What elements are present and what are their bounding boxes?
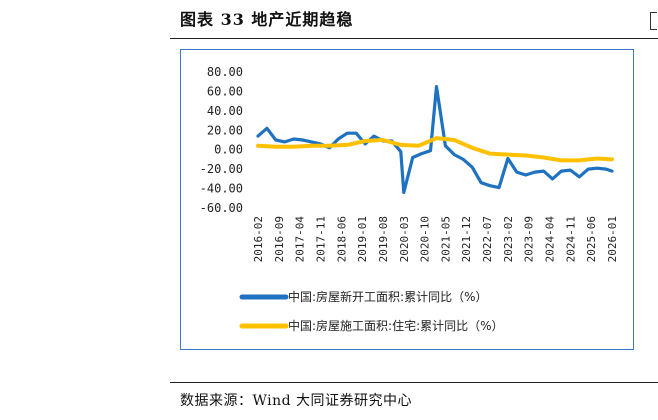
chart-title: 图表 33 地产近期趋稳 (180, 10, 354, 29)
x-tick-label: 2023-02 (502, 216, 515, 262)
data-source: 数据来源：Wind 大同证券研究中心 (180, 393, 413, 409)
x-tick-label: 2017-04 (294, 216, 307, 263)
x-tick-label: 2016-09 (273, 216, 286, 262)
y-tick-label: -20.00 (200, 162, 243, 176)
y-tick-label: 40.00 (207, 104, 243, 118)
y-tick-label: 20.00 (207, 123, 243, 137)
x-tick-label: 2019-01 (356, 216, 369, 262)
x-tick-label: 2018-06 (335, 216, 348, 262)
x-axis: 2016-02 2016-09 2017-04 2017-11 2018-06 2019-… (252, 216, 619, 263)
series-construction-line (256, 136, 614, 163)
bottom-rule (170, 382, 658, 383)
x-tick-label: 2022-07 (481, 216, 494, 262)
series-new-starts-line (256, 84, 614, 195)
x-tick-label: 2016-02 (252, 216, 265, 262)
page-edge-mark (650, 12, 657, 30)
x-tick-label: 2024-04 (544, 216, 557, 263)
y-tick-label: 0.00 (214, 143, 243, 157)
y-tick-label: 80.00 (207, 65, 243, 79)
x-tick-label: 2025-06 (585, 216, 598, 262)
y-tick-label: 60.00 (207, 84, 243, 98)
legend-label: 中国:房屋新开工面积:累计同比（%） (288, 289, 488, 304)
x-tick-label: 2024-11 (564, 216, 577, 262)
x-tick-label: 2020-03 (398, 216, 411, 262)
top-rule (170, 38, 658, 39)
legend-label: 中国:房屋施工面积:住宅:累计同比（%） (288, 318, 504, 333)
x-tick-label: 2021-12 (460, 216, 473, 262)
x-tick-label: 2026-01 (606, 216, 619, 262)
chart-frame (180, 49, 634, 350)
x-tick-label: 2017-11 (314, 216, 327, 262)
x-tick-label: 2020-10 (419, 216, 432, 262)
x-tick-label: 2023-09 (523, 216, 536, 262)
y-axis: 80.00 60.00 40.00 20.00 0.00 -20.00 -40.00 -60.… (200, 65, 243, 215)
y-tick-label: -60.00 (200, 201, 243, 215)
series-lines (256, 84, 614, 195)
y-tick-label: -40.00 (200, 182, 243, 196)
legend: 中国:房屋新开工面积:累计同比（%） 中国:房屋施工面积:住宅:累计同比（%） (239, 289, 504, 333)
x-tick-label: 2021-05 (439, 216, 452, 262)
x-tick-label: 2019-08 (377, 216, 390, 262)
